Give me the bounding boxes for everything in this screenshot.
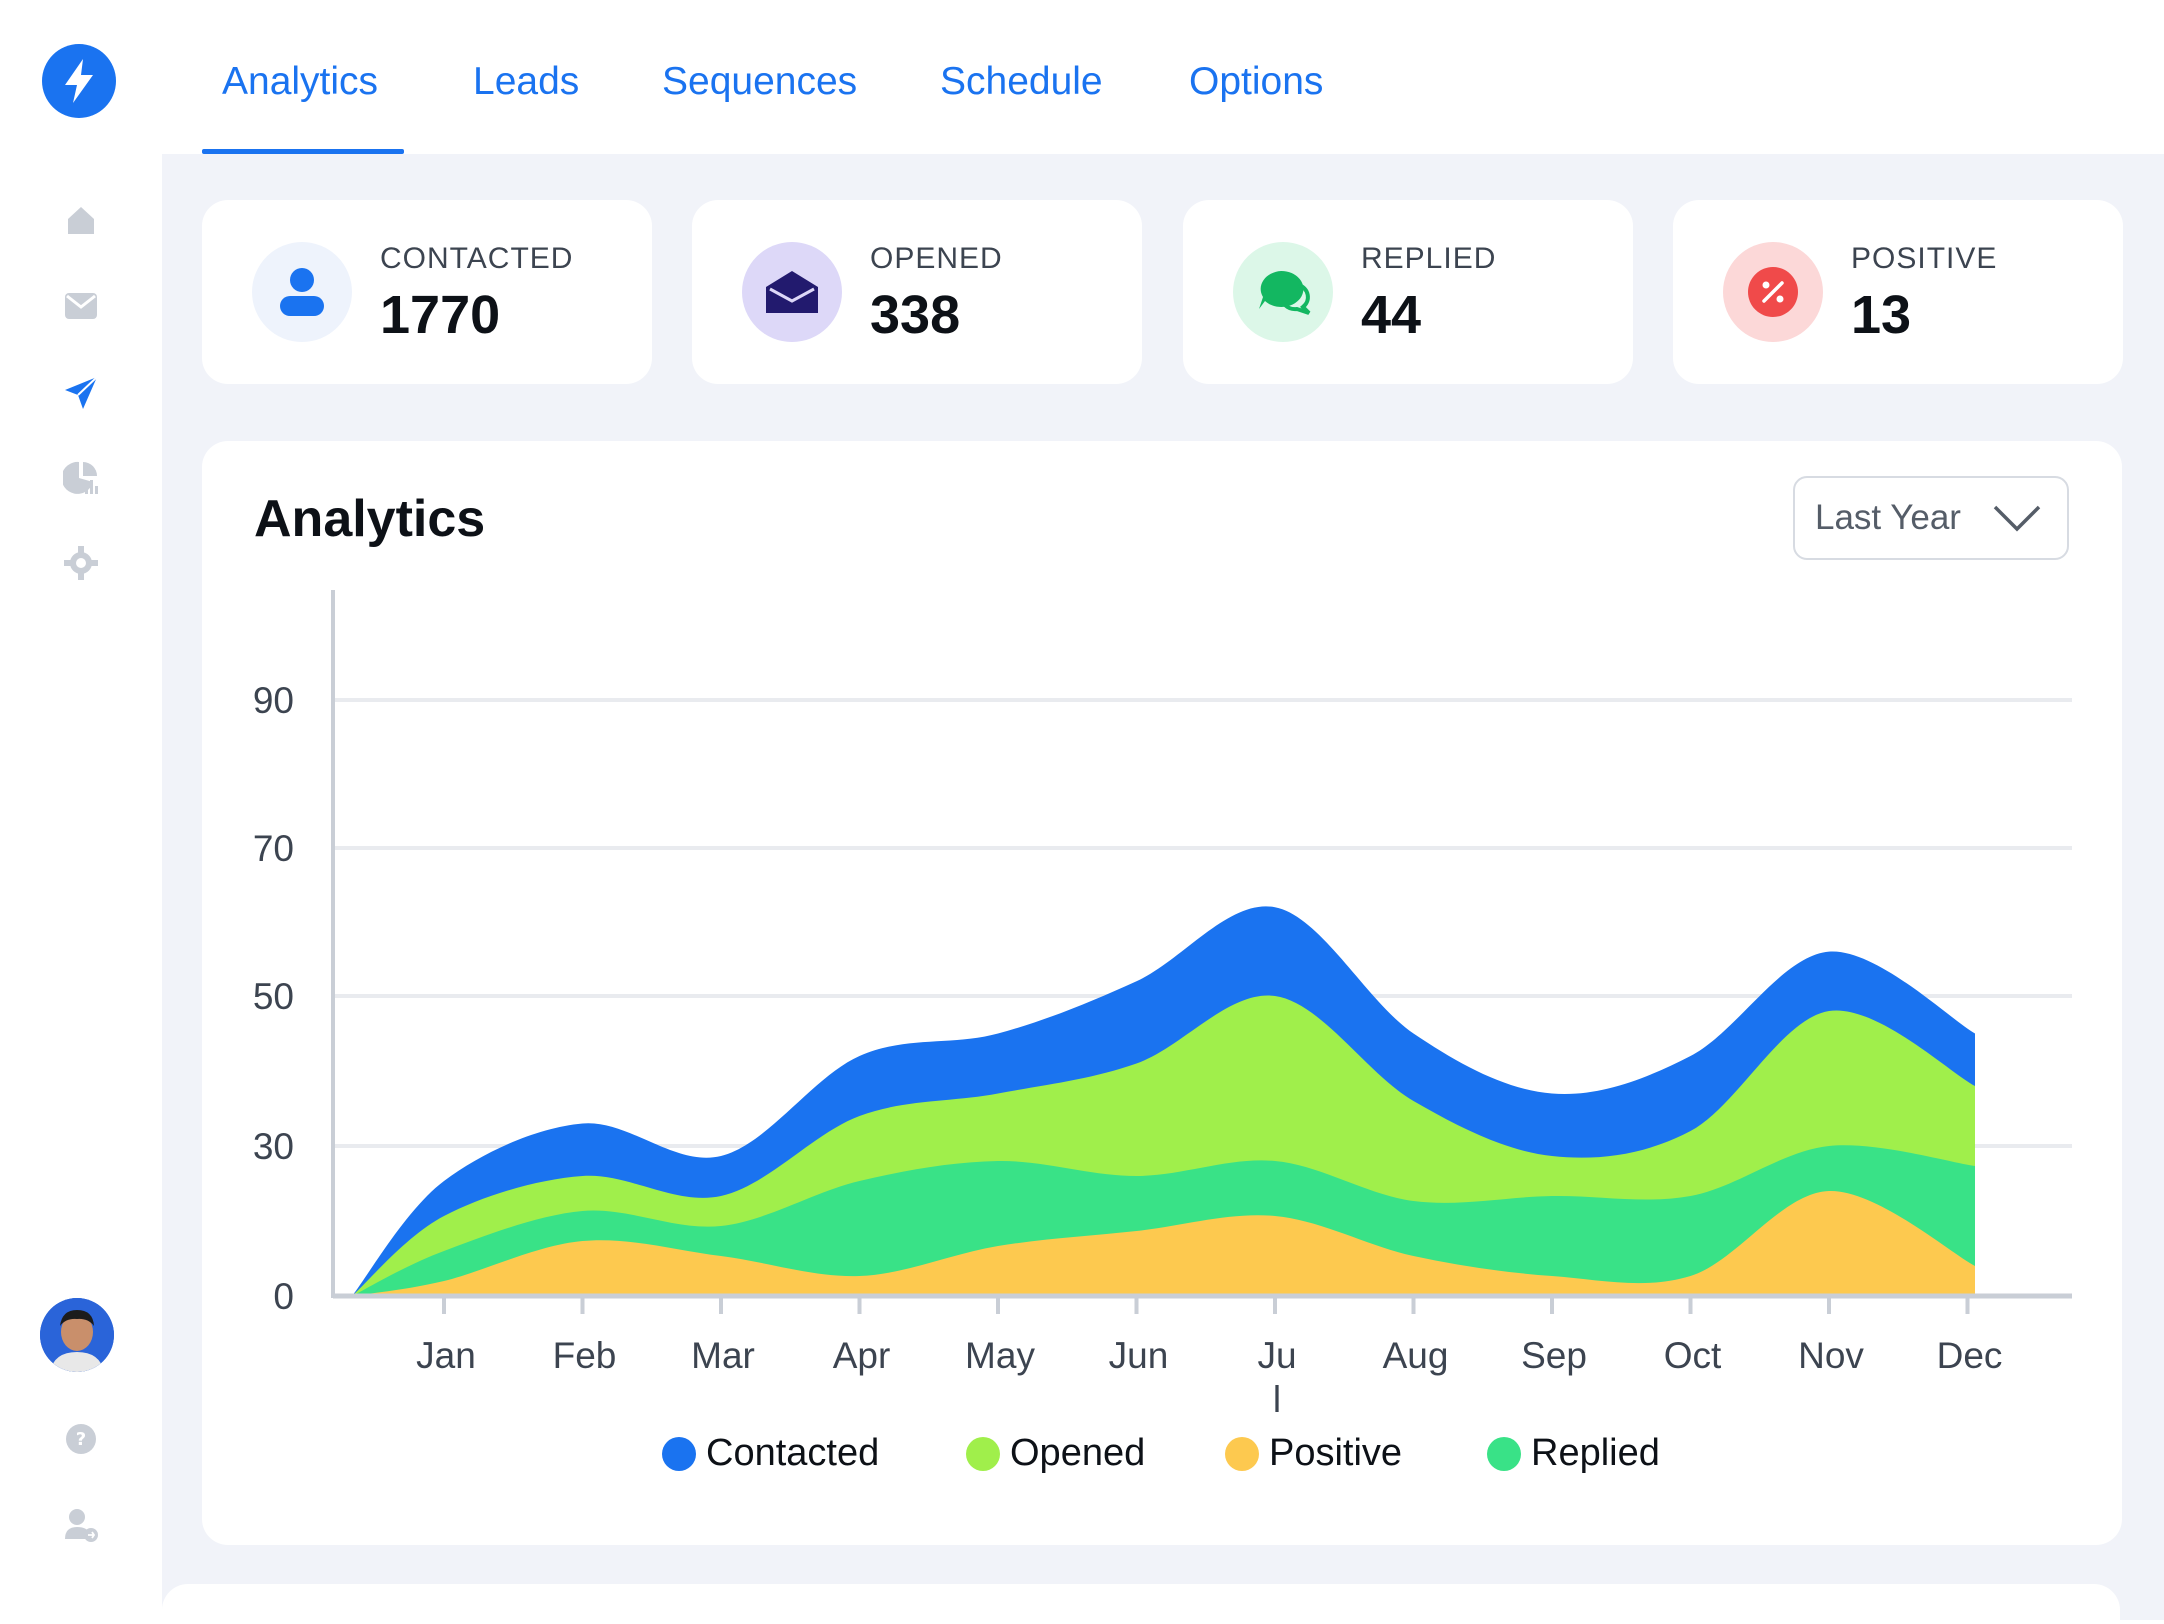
percent-icon	[1723, 242, 1823, 342]
stat-label: REPLIED	[1361, 242, 1497, 275]
avatar[interactable]	[40, 1298, 114, 1372]
legend-swatch	[1487, 1436, 1521, 1471]
stat-label: OPENED	[870, 242, 1003, 275]
legend-positive: Positive	[1225, 1432, 1402, 1475]
legend-label: Contacted	[706, 1432, 880, 1474]
send-icon[interactable]	[58, 370, 104, 416]
range-select-value: Last Year	[1815, 498, 1961, 537]
stat-label: POSITIVE	[1851, 242, 1998, 275]
chevron-down-icon	[1993, 505, 2041, 532]
stat-card-positive: POSITIVE 13	[1673, 200, 2123, 384]
next-panel-edge	[162, 1584, 2120, 1624]
chat-bubbles-icon	[1233, 242, 1333, 342]
legend-swatch	[1225, 1436, 1259, 1471]
panel-title: Analytics	[254, 490, 486, 548]
tab-schedule[interactable]: Schedule	[940, 60, 1103, 103]
lightning-icon	[65, 59, 93, 103]
svg-text:?: ?	[76, 1429, 86, 1450]
legend-label: Opened	[1010, 1432, 1146, 1474]
stat-card-opened: OPENED 338	[692, 200, 1142, 384]
stat-value: 1770	[380, 285, 501, 345]
sidebar: ?	[0, 0, 162, 1620]
stat-card-replied: REPLIED 44	[1183, 200, 1633, 384]
legend-swatch	[662, 1436, 696, 1471]
tab-analytics[interactable]: Analytics	[222, 60, 379, 103]
stat-card-contacted: CONTACTED 1770	[202, 200, 652, 384]
gear-icon[interactable]	[58, 540, 104, 586]
home-icon[interactable]	[58, 197, 104, 243]
mail-icon[interactable]	[58, 283, 104, 329]
user-icon	[252, 242, 352, 342]
app-logo[interactable]	[42, 44, 116, 118]
tab-options[interactable]: Options	[1189, 60, 1324, 103]
tab-leads[interactable]: Leads	[473, 60, 580, 103]
legend-label: Positive	[1269, 1432, 1403, 1474]
top-nav: Analytics Leads Sequences Schedule Optio…	[162, 0, 2164, 154]
stat-value: 13	[1851, 285, 1912, 345]
open-envelope-icon	[742, 242, 842, 342]
analytics-panel: Analytics Last Year	[202, 441, 2122, 1545]
help-icon[interactable]: ?	[58, 1417, 104, 1463]
pie-chart-icon[interactable]	[58, 455, 104, 501]
range-select[interactable]: Last Year	[1793, 476, 2069, 560]
legend-replied: Replied	[1487, 1432, 1660, 1475]
legend-swatch	[966, 1436, 1000, 1471]
stat-value: 338	[870, 285, 961, 345]
legend-contacted: Contacted	[662, 1432, 879, 1475]
stat-label: CONTACTED	[380, 242, 574, 275]
legend-label: Replied	[1531, 1432, 1660, 1474]
legend-opened: Opened	[966, 1432, 1145, 1475]
stat-value: 44	[1361, 285, 1422, 345]
tab-sequences[interactable]: Sequences	[662, 60, 858, 103]
user-logout-icon[interactable]	[58, 1502, 104, 1548]
active-tab-indicator	[202, 149, 404, 154]
